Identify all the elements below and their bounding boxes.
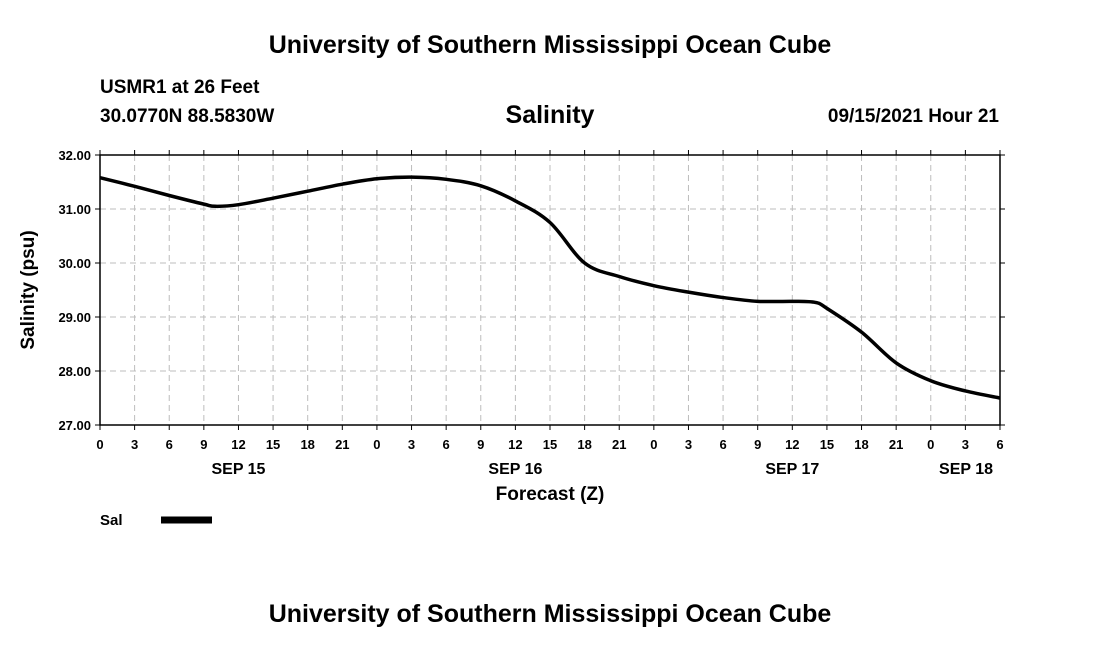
- x-tick-label: 15: [820, 437, 834, 452]
- x-tick-label: 6: [719, 437, 726, 452]
- y-tick-label: 29.00: [58, 310, 91, 325]
- x-tick-label: 21: [335, 437, 349, 452]
- y-tick-label: 28.00: [58, 364, 91, 379]
- page-title: University of Southern Mississippi Ocean…: [268, 31, 832, 59]
- x-tick-label: 21: [889, 437, 903, 452]
- axis-ticks: 27.00 28.00 29.00 30.00 31.00 32.00 0 3 6 9 12 15 18…: [58, 148, 1005, 478]
- x-tick-label: 18: [854, 437, 868, 452]
- data-layer: [99, 175, 1001, 400]
- y-tick-label: 30.00: [58, 256, 91, 271]
- x-tick-label: 12: [231, 437, 245, 452]
- y-tick-label: 27.00: [58, 418, 91, 433]
- y-tick-label: 32.00: [58, 148, 91, 163]
- x-tick-label: 9: [477, 437, 484, 452]
- x-tick-label: 9: [200, 437, 207, 452]
- x-tick-label: 3: [685, 437, 692, 452]
- x-axis-label: Forecast (Z): [496, 484, 605, 505]
- x-tick-label: 0: [373, 437, 380, 452]
- x-tick-label: 12: [508, 437, 522, 452]
- day-label: SEP 15: [211, 461, 265, 478]
- x-tick-label: 18: [577, 437, 591, 452]
- station-name: USMR1 at 26 Feet: [100, 77, 260, 98]
- x-tick-label: 0: [96, 437, 103, 452]
- x-tick-label: 6: [443, 437, 450, 452]
- x-tick-label: 9: [754, 437, 761, 452]
- x-tick-label: 3: [131, 437, 138, 452]
- y-tick-label: 31.00: [58, 202, 91, 217]
- x-tick-label: 15: [543, 437, 557, 452]
- day-label: SEP 17: [765, 461, 819, 478]
- y-axis-label: Salinity (psu): [18, 230, 39, 349]
- day-label: SEP 16: [488, 461, 542, 478]
- station-coords: 30.0770N 88.5830W: [100, 106, 275, 127]
- day-label: SEP 18: [939, 461, 993, 478]
- series-line-salinity: [99, 175, 1001, 400]
- grid-lines: [100, 155, 1000, 425]
- legend-label: Sal: [100, 512, 123, 529]
- forecast-datetime: 09/15/2021 Hour 21: [827, 106, 999, 127]
- x-tick-label: 3: [962, 437, 969, 452]
- x-tick-label: 6: [996, 437, 1003, 452]
- x-tick-label: 3: [408, 437, 415, 452]
- x-tick-label: 0: [927, 437, 934, 452]
- x-tick-label: 21: [612, 437, 626, 452]
- x-tick-label: 15: [266, 437, 280, 452]
- footer-title: University of Southern Mississippi Ocean…: [268, 600, 832, 628]
- x-tick-label: 0: [650, 437, 657, 452]
- x-tick-label: 6: [166, 437, 173, 452]
- chart-title: Salinity: [505, 101, 595, 129]
- x-tick-label: 12: [785, 437, 799, 452]
- x-tick-label: 18: [300, 437, 314, 452]
